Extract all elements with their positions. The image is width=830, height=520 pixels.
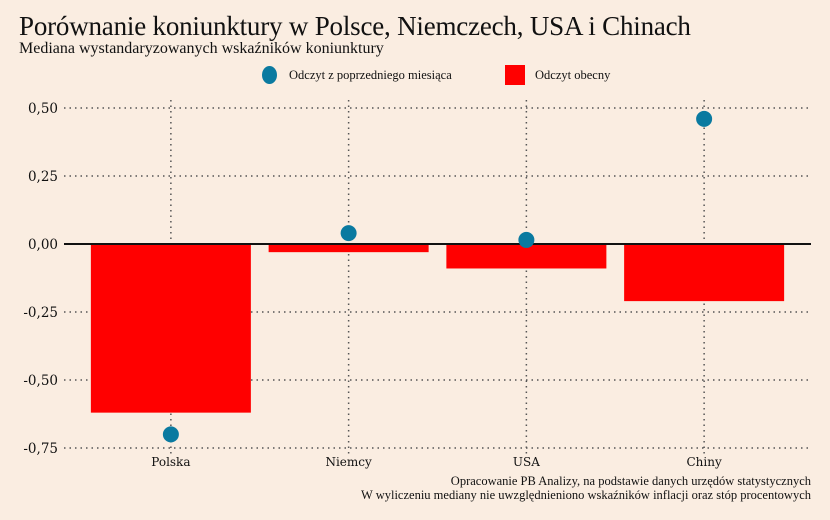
y-tick-label: 0,50 <box>28 101 58 117</box>
chart-subtitle: Mediana wystandaryzowanych wskaźników ko… <box>19 40 384 57</box>
x-tick-label: Polska <box>151 455 190 469</box>
methodology-note: W wyliczeniu mediany nie uwzględnieniono… <box>361 488 811 502</box>
source-note: Opracowanie PB Analizy, na podstawie dan… <box>450 474 811 488</box>
legend: Odczyt z poprzedniego miesiąca Odczyt ob… <box>0 65 830 88</box>
legend-item-current: Odczyt obecny <box>505 65 610 85</box>
y-tick-label: -0,50 <box>23 373 58 389</box>
y-tick-label: -0,25 <box>23 305 58 321</box>
bar-niemcy <box>268 244 429 253</box>
dot-chiny <box>696 110 713 127</box>
legend-dot-marker <box>262 66 277 84</box>
legend-item-previous: Odczyt z poprzedniego miesiąca <box>262 66 452 84</box>
bar-polska <box>90 244 251 413</box>
legend-label-previous: Odczyt z poprzedniego miesiąca <box>289 67 452 82</box>
x-tick-label: Chiny <box>686 455 721 469</box>
y-tick-label: 0,25 <box>28 169 58 185</box>
dot-polska <box>162 426 179 443</box>
dot-niemcy <box>340 225 357 242</box>
y-tick-label: 0,00 <box>28 237 58 253</box>
legend-label-current: Odczyt obecny <box>535 67 611 82</box>
dot-usa <box>518 231 535 248</box>
legend-square-marker <box>505 65 525 85</box>
chart-title: Porównanie koniunktury w Polsce, Niemcze… <box>19 11 691 41</box>
x-tick-label: Niemcy <box>325 455 372 469</box>
y-tick-label: -0,75 <box>23 441 58 457</box>
x-tick-label: USA <box>513 455 540 469</box>
bar-chiny <box>624 244 785 302</box>
bar-usa <box>446 244 607 269</box>
